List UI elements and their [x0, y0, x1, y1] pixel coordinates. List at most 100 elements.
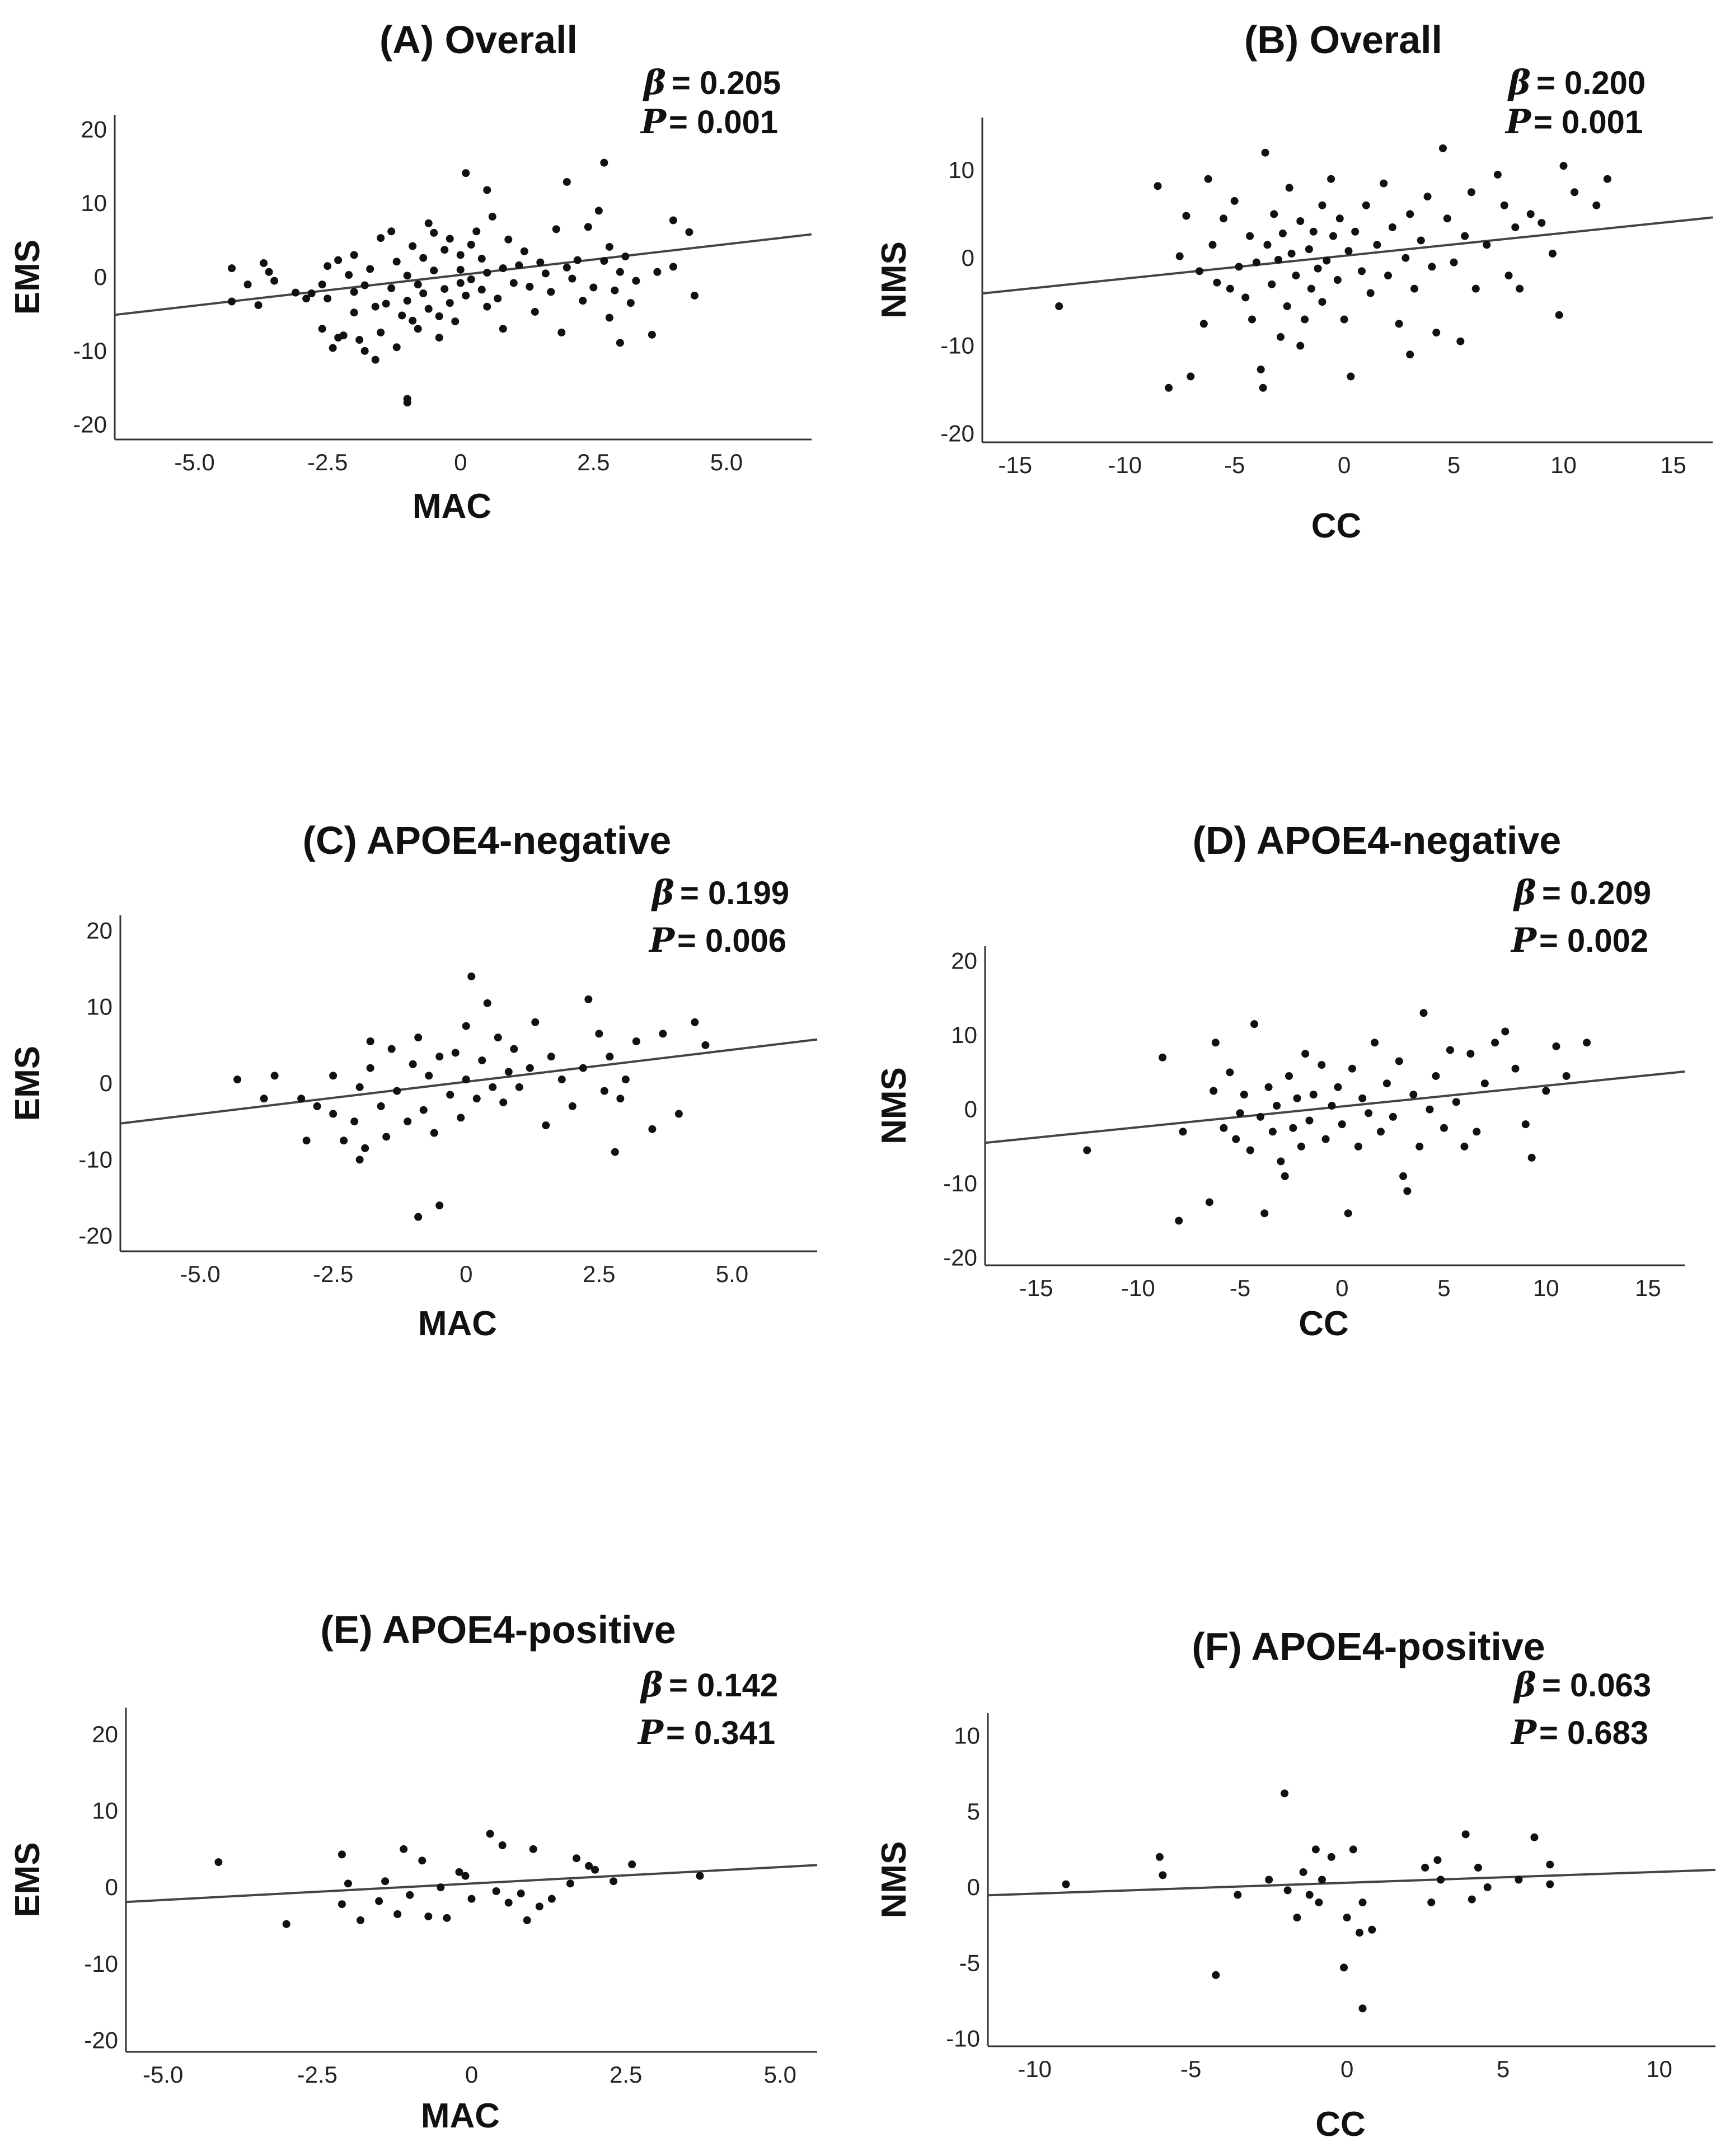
data-point — [542, 1121, 550, 1129]
data-point — [1335, 214, 1344, 223]
x-tick-label: 0 — [454, 449, 467, 475]
data-point — [435, 1201, 444, 1210]
data-point — [477, 286, 486, 294]
y-tick-label: 5 — [967, 1798, 980, 1825]
y-tick-label: 0 — [964, 1096, 977, 1123]
data-point — [1260, 1209, 1269, 1218]
data-point — [499, 264, 507, 273]
data-point — [616, 268, 624, 276]
data-point — [600, 257, 608, 265]
data-point — [1329, 232, 1338, 240]
data-point — [419, 289, 428, 297]
data-point — [1351, 227, 1360, 236]
data-point — [1159, 1053, 1167, 1061]
data-point — [1415, 1142, 1424, 1151]
data-point — [344, 1879, 352, 1888]
data-point — [302, 294, 311, 303]
data-point — [1328, 1102, 1336, 1110]
data-point — [1299, 1868, 1307, 1876]
data-point — [355, 1083, 364, 1091]
data-point — [1327, 175, 1335, 183]
data-point — [228, 297, 236, 306]
data-point — [467, 241, 475, 249]
data-point — [377, 328, 385, 336]
data-point — [1461, 1830, 1470, 1839]
x-tick-label: -5 — [1180, 2056, 1201, 2082]
data-point — [1293, 1094, 1301, 1102]
data-point — [350, 1117, 359, 1126]
data-point — [437, 1883, 445, 1892]
x-axis-label: CC — [1315, 2105, 1366, 2144]
data-point — [1208, 241, 1217, 249]
x-axis-label: MAC — [421, 2097, 500, 2135]
x-tick-label: 2.5 — [583, 1261, 615, 1287]
y-tick-label: 0 — [967, 1874, 980, 1900]
data-point — [621, 1075, 630, 1084]
data-point — [1327, 1853, 1335, 1861]
data-point — [418, 1856, 426, 1865]
data-point — [562, 263, 571, 272]
data-point — [393, 1910, 402, 1918]
beta-symbol: β — [651, 873, 674, 913]
data-point — [1471, 284, 1480, 293]
data-point — [409, 316, 417, 325]
data-point — [531, 1018, 540, 1026]
x-tick-label: -5.0 — [180, 1261, 220, 1287]
data-point — [366, 265, 374, 273]
data-point — [1293, 1914, 1301, 1922]
data-point — [313, 1102, 321, 1110]
data-point — [329, 1072, 337, 1080]
data-point — [424, 1912, 433, 1921]
data-point — [1240, 1091, 1248, 1099]
data-point — [424, 219, 433, 227]
scatter-plot-area: -5.0 -2.5 0 2.5 5.0 -20 -10 0 10 20 — [73, 115, 812, 475]
data-point — [1500, 201, 1508, 209]
data-point — [1321, 1135, 1330, 1143]
data-point — [414, 280, 422, 289]
data-point — [669, 216, 677, 225]
data-point — [579, 297, 587, 305]
data-point — [1417, 236, 1425, 245]
data-point — [483, 999, 491, 1007]
data-point — [243, 280, 252, 289]
data-point — [1159, 1871, 1167, 1879]
data-point — [467, 1895, 476, 1903]
data-point — [214, 1858, 223, 1867]
x-tick-label: -10 — [1018, 2056, 1052, 2082]
data-point — [419, 254, 428, 262]
data-point — [1318, 1061, 1326, 1069]
data-point — [483, 269, 491, 277]
p-value: = 0.001 — [669, 104, 778, 141]
x-tick-label: -2.5 — [297, 2061, 337, 2088]
data-point — [430, 266, 438, 275]
data-point — [1301, 315, 1309, 324]
p-value: = 0.001 — [1534, 104, 1643, 141]
data-point — [1285, 184, 1293, 192]
data-point — [489, 1083, 497, 1091]
data-point — [547, 1895, 556, 1903]
data-point — [1474, 1863, 1482, 1872]
data-point — [1270, 210, 1278, 218]
data-point — [494, 1033, 502, 1042]
data-point — [1210, 1087, 1218, 1095]
data-point — [1301, 1050, 1310, 1058]
data-point — [361, 1144, 369, 1152]
beta-value: = 0.199 — [680, 875, 789, 911]
data-point — [515, 1083, 523, 1091]
data-point — [1333, 276, 1342, 284]
data-point — [1511, 223, 1520, 231]
x-tick-label: -5 — [1230, 1275, 1250, 1301]
data-point — [265, 268, 273, 276]
y-tick-label: 0 — [105, 1874, 118, 1900]
data-point — [324, 294, 332, 303]
data-point — [1406, 350, 1414, 359]
data-point — [1389, 1112, 1397, 1121]
y-tick-label: -20 — [940, 420, 974, 446]
data-point — [1273, 1102, 1281, 1110]
data-point — [1562, 1072, 1571, 1080]
data-point — [1530, 1833, 1539, 1841]
data-point — [691, 1018, 699, 1026]
data-point — [520, 247, 528, 255]
x-tick-label: 5.0 — [716, 1261, 748, 1287]
beta-value: = 0.205 — [672, 65, 781, 101]
